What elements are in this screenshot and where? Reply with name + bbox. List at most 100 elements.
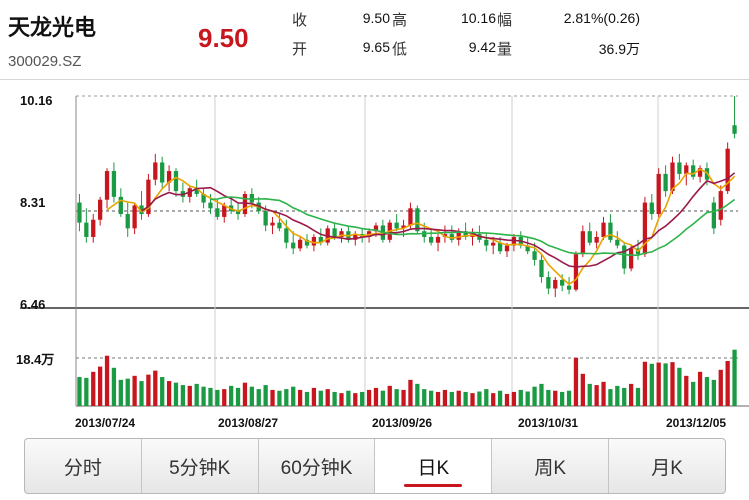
volume-bar <box>242 382 248 406</box>
volume-bar <box>235 387 241 406</box>
volume-bar <box>180 385 186 406</box>
candle-body <box>104 171 110 200</box>
candle-body <box>491 242 496 246</box>
volume-bar <box>484 389 489 406</box>
tab-5min-k[interactable]: 5分钟K <box>142 439 259 493</box>
volume-bar <box>622 387 627 406</box>
price-axis-high: 10.16 <box>20 93 53 108</box>
candle-body <box>353 234 358 240</box>
volume-bar <box>229 385 234 406</box>
volume-bar <box>222 389 227 406</box>
volume-bar <box>380 390 386 406</box>
volume-bar <box>194 383 199 406</box>
volume-bar <box>615 385 620 406</box>
volume-bar <box>291 386 296 406</box>
volume-bar <box>263 385 268 406</box>
candle-body <box>173 171 179 192</box>
volume-bar <box>422 389 427 406</box>
volume-bar <box>463 391 468 406</box>
open-label: 开 <box>292 41 308 58</box>
candle-body <box>546 277 551 289</box>
candle-body <box>77 202 82 223</box>
candle-body <box>580 231 585 255</box>
candle-body <box>677 162 682 174</box>
candle-body <box>463 231 468 237</box>
period-tabbar: 分时 5分钟K 60分钟K 日K 周K 月K <box>24 438 726 494</box>
volume-bar <box>649 363 654 406</box>
volume-bar <box>346 390 351 406</box>
quote-header: 天龙光电 300029.SZ 9.50 收 9.50 高 10.16 幅 2.8… <box>0 0 749 80</box>
volume-bar <box>691 381 696 406</box>
candle-body <box>656 173 661 215</box>
volume-bar <box>642 361 648 406</box>
volume-bar <box>304 391 310 406</box>
volume-bar <box>518 389 523 406</box>
candle-body <box>339 231 344 237</box>
kline-chart[interactable]: 10.16 8.31 6.46 18.4万 2013/07/24 2013/08… <box>0 82 749 432</box>
candle-body <box>691 165 696 177</box>
volume-bar <box>318 390 323 406</box>
tab-60min-k[interactable]: 60分钟K <box>259 439 376 493</box>
tab-intraday[interactable]: 分时 <box>25 439 142 493</box>
volume-bar <box>470 393 475 406</box>
volume-bar <box>663 363 668 406</box>
volume-bar <box>442 389 448 406</box>
volume-bar <box>311 387 317 406</box>
stock-name: 天龙光电 <box>8 15 97 40</box>
tab-weekly-k[interactable]: 周K <box>492 439 610 493</box>
volume-bar <box>270 389 275 406</box>
volume-bar <box>153 370 158 406</box>
candle-body <box>497 242 503 252</box>
candle-body <box>587 231 592 243</box>
candle-body <box>146 179 151 215</box>
candle-body <box>160 162 165 183</box>
volume-bar <box>601 381 606 406</box>
volume-bar <box>539 383 544 406</box>
volume-bar <box>366 389 372 406</box>
volume-bar <box>635 387 641 406</box>
candle-body <box>311 236 317 246</box>
tab-monthly-k[interactable]: 月K <box>651 457 683 479</box>
candle-body <box>560 279 565 286</box>
candle-body <box>566 285 572 290</box>
volume-bar <box>546 389 551 406</box>
volume-bar <box>477 391 482 406</box>
volume-bar <box>146 374 151 406</box>
candle-body <box>222 205 227 217</box>
volume-bar <box>360 391 365 406</box>
volume-bar <box>249 386 254 406</box>
candle-body <box>84 222 89 237</box>
volume-bar <box>449 391 454 406</box>
volume-bar <box>139 381 144 406</box>
candle-body <box>428 236 434 243</box>
volume-bar <box>353 393 358 406</box>
candle-body <box>263 211 268 226</box>
date-label-4: 2013/10/31 <box>518 416 579 430</box>
candle-body <box>201 193 206 203</box>
volume-bar <box>125 378 130 406</box>
volume-bar <box>497 390 503 406</box>
candle-body <box>684 165 689 174</box>
candle-body <box>291 242 296 249</box>
candle-body <box>118 196 123 215</box>
candle-body <box>304 239 310 246</box>
low-value: 9.42 <box>468 39 496 55</box>
candle-body <box>504 245 510 252</box>
candle-body <box>242 193 248 215</box>
close-label: 收 <box>292 12 308 29</box>
date-label-3: 2013/09/26 <box>372 416 433 430</box>
tab-daily-k[interactable]: 日K <box>375 439 493 493</box>
candle-body <box>153 162 158 180</box>
volume-bar <box>677 367 682 406</box>
volume-bar <box>284 389 289 406</box>
candle-body <box>111 171 117 197</box>
candle-body <box>91 219 96 237</box>
volume-bar <box>394 389 399 406</box>
low-label: 低 <box>392 41 408 58</box>
volume-bar <box>725 360 730 406</box>
volume-label: 量 <box>497 41 513 58</box>
volume-bar <box>732 349 737 406</box>
candle-body <box>166 171 172 183</box>
volume-bar <box>525 391 530 406</box>
candle-body <box>484 239 489 246</box>
